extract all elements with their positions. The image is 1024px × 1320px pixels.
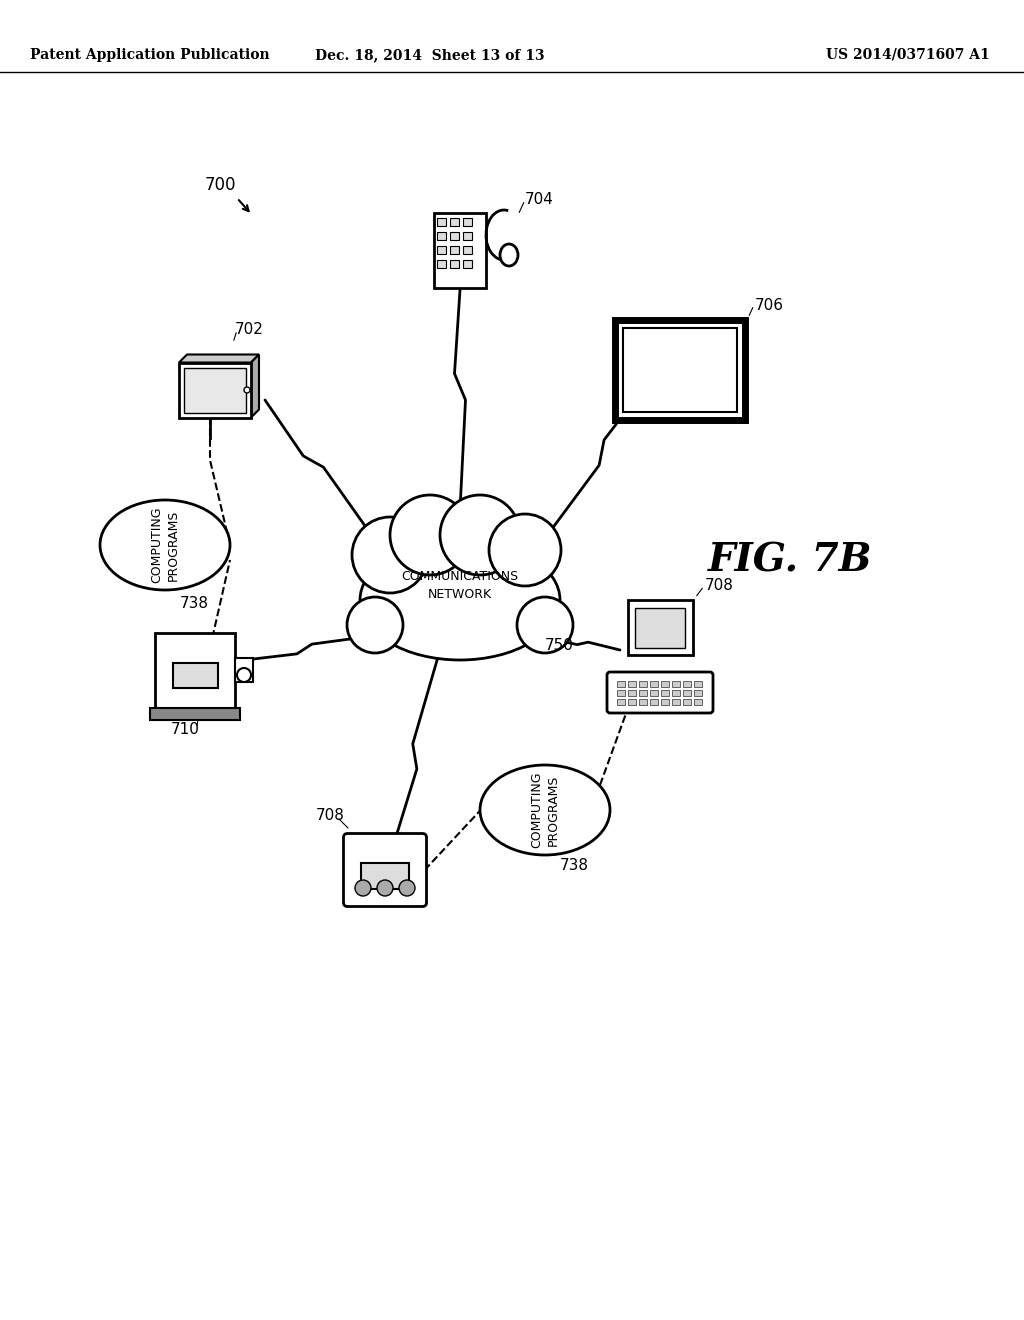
Circle shape — [244, 387, 250, 393]
Bar — [450, 218, 459, 226]
Bar — [184, 367, 246, 412]
Bar — [450, 246, 459, 253]
Bar — [155, 632, 234, 708]
FancyBboxPatch shape — [607, 672, 713, 713]
Ellipse shape — [500, 244, 518, 267]
Ellipse shape — [480, 766, 610, 855]
Circle shape — [489, 513, 561, 586]
Bar — [650, 690, 658, 696]
Bar — [450, 232, 459, 240]
Text: 700: 700 — [204, 176, 236, 194]
Bar — [437, 218, 446, 226]
Text: 702: 702 — [234, 322, 264, 338]
Bar — [635, 609, 685, 648]
Bar — [623, 327, 737, 412]
Bar — [628, 690, 636, 696]
Bar — [639, 690, 647, 696]
Circle shape — [355, 880, 371, 896]
Bar — [639, 681, 647, 686]
Text: US 2014/0371607 A1: US 2014/0371607 A1 — [826, 48, 990, 62]
Bar — [628, 700, 636, 705]
Circle shape — [399, 880, 415, 896]
Bar — [628, 601, 692, 655]
Text: COMPUTING
PROGRAMS: COMPUTING PROGRAMS — [530, 772, 560, 849]
Bar — [361, 863, 409, 888]
Ellipse shape — [360, 540, 560, 660]
Bar — [617, 681, 625, 686]
Text: 704: 704 — [525, 193, 554, 207]
Bar — [172, 663, 217, 688]
Bar — [615, 319, 745, 420]
Bar — [463, 232, 472, 240]
Text: 708: 708 — [315, 808, 344, 822]
Text: 708: 708 — [705, 578, 734, 593]
Text: FIG. 7B: FIG. 7B — [708, 541, 872, 579]
Text: Patent Application Publication: Patent Application Publication — [30, 48, 269, 62]
Bar — [434, 213, 486, 288]
FancyBboxPatch shape — [343, 833, 427, 907]
Bar — [450, 260, 459, 268]
Bar — [650, 700, 658, 705]
Circle shape — [237, 668, 251, 682]
Bar — [437, 260, 446, 268]
Bar — [662, 690, 669, 696]
Bar — [662, 681, 669, 686]
Circle shape — [390, 495, 470, 576]
Bar — [683, 690, 691, 696]
Bar — [683, 681, 691, 686]
Bar — [639, 700, 647, 705]
Bar — [437, 232, 446, 240]
Bar — [463, 246, 472, 253]
Bar — [672, 690, 680, 696]
Bar — [694, 700, 702, 705]
Text: 738: 738 — [560, 858, 589, 873]
Polygon shape — [179, 355, 259, 363]
Bar — [662, 700, 669, 705]
Circle shape — [377, 880, 393, 896]
Bar — [617, 690, 625, 696]
Ellipse shape — [100, 500, 230, 590]
Text: Dec. 18, 2014  Sheet 13 of 13: Dec. 18, 2014 Sheet 13 of 13 — [315, 48, 545, 62]
Polygon shape — [251, 355, 259, 417]
Bar — [694, 690, 702, 696]
Bar — [628, 681, 636, 686]
Bar — [617, 700, 625, 705]
Circle shape — [440, 495, 520, 576]
Bar — [672, 681, 680, 686]
Bar — [437, 246, 446, 253]
Bar — [672, 700, 680, 705]
Bar — [150, 708, 240, 719]
Bar — [463, 260, 472, 268]
Circle shape — [347, 597, 403, 653]
Bar — [694, 681, 702, 686]
Bar — [463, 218, 472, 226]
Bar — [179, 363, 251, 417]
Bar — [650, 681, 658, 686]
Bar — [683, 700, 691, 705]
Text: 750: 750 — [545, 638, 573, 652]
Text: 738: 738 — [180, 595, 209, 610]
Circle shape — [352, 517, 428, 593]
Text: COMPUTING
PROGRAMS: COMPUTING PROGRAMS — [150, 507, 180, 583]
Text: 706: 706 — [755, 297, 784, 313]
Circle shape — [517, 597, 573, 653]
Text: 710: 710 — [171, 722, 200, 738]
Bar — [234, 657, 253, 682]
Text: COMMUNICATIONS
NETWORK: COMMUNICATIONS NETWORK — [401, 569, 518, 601]
